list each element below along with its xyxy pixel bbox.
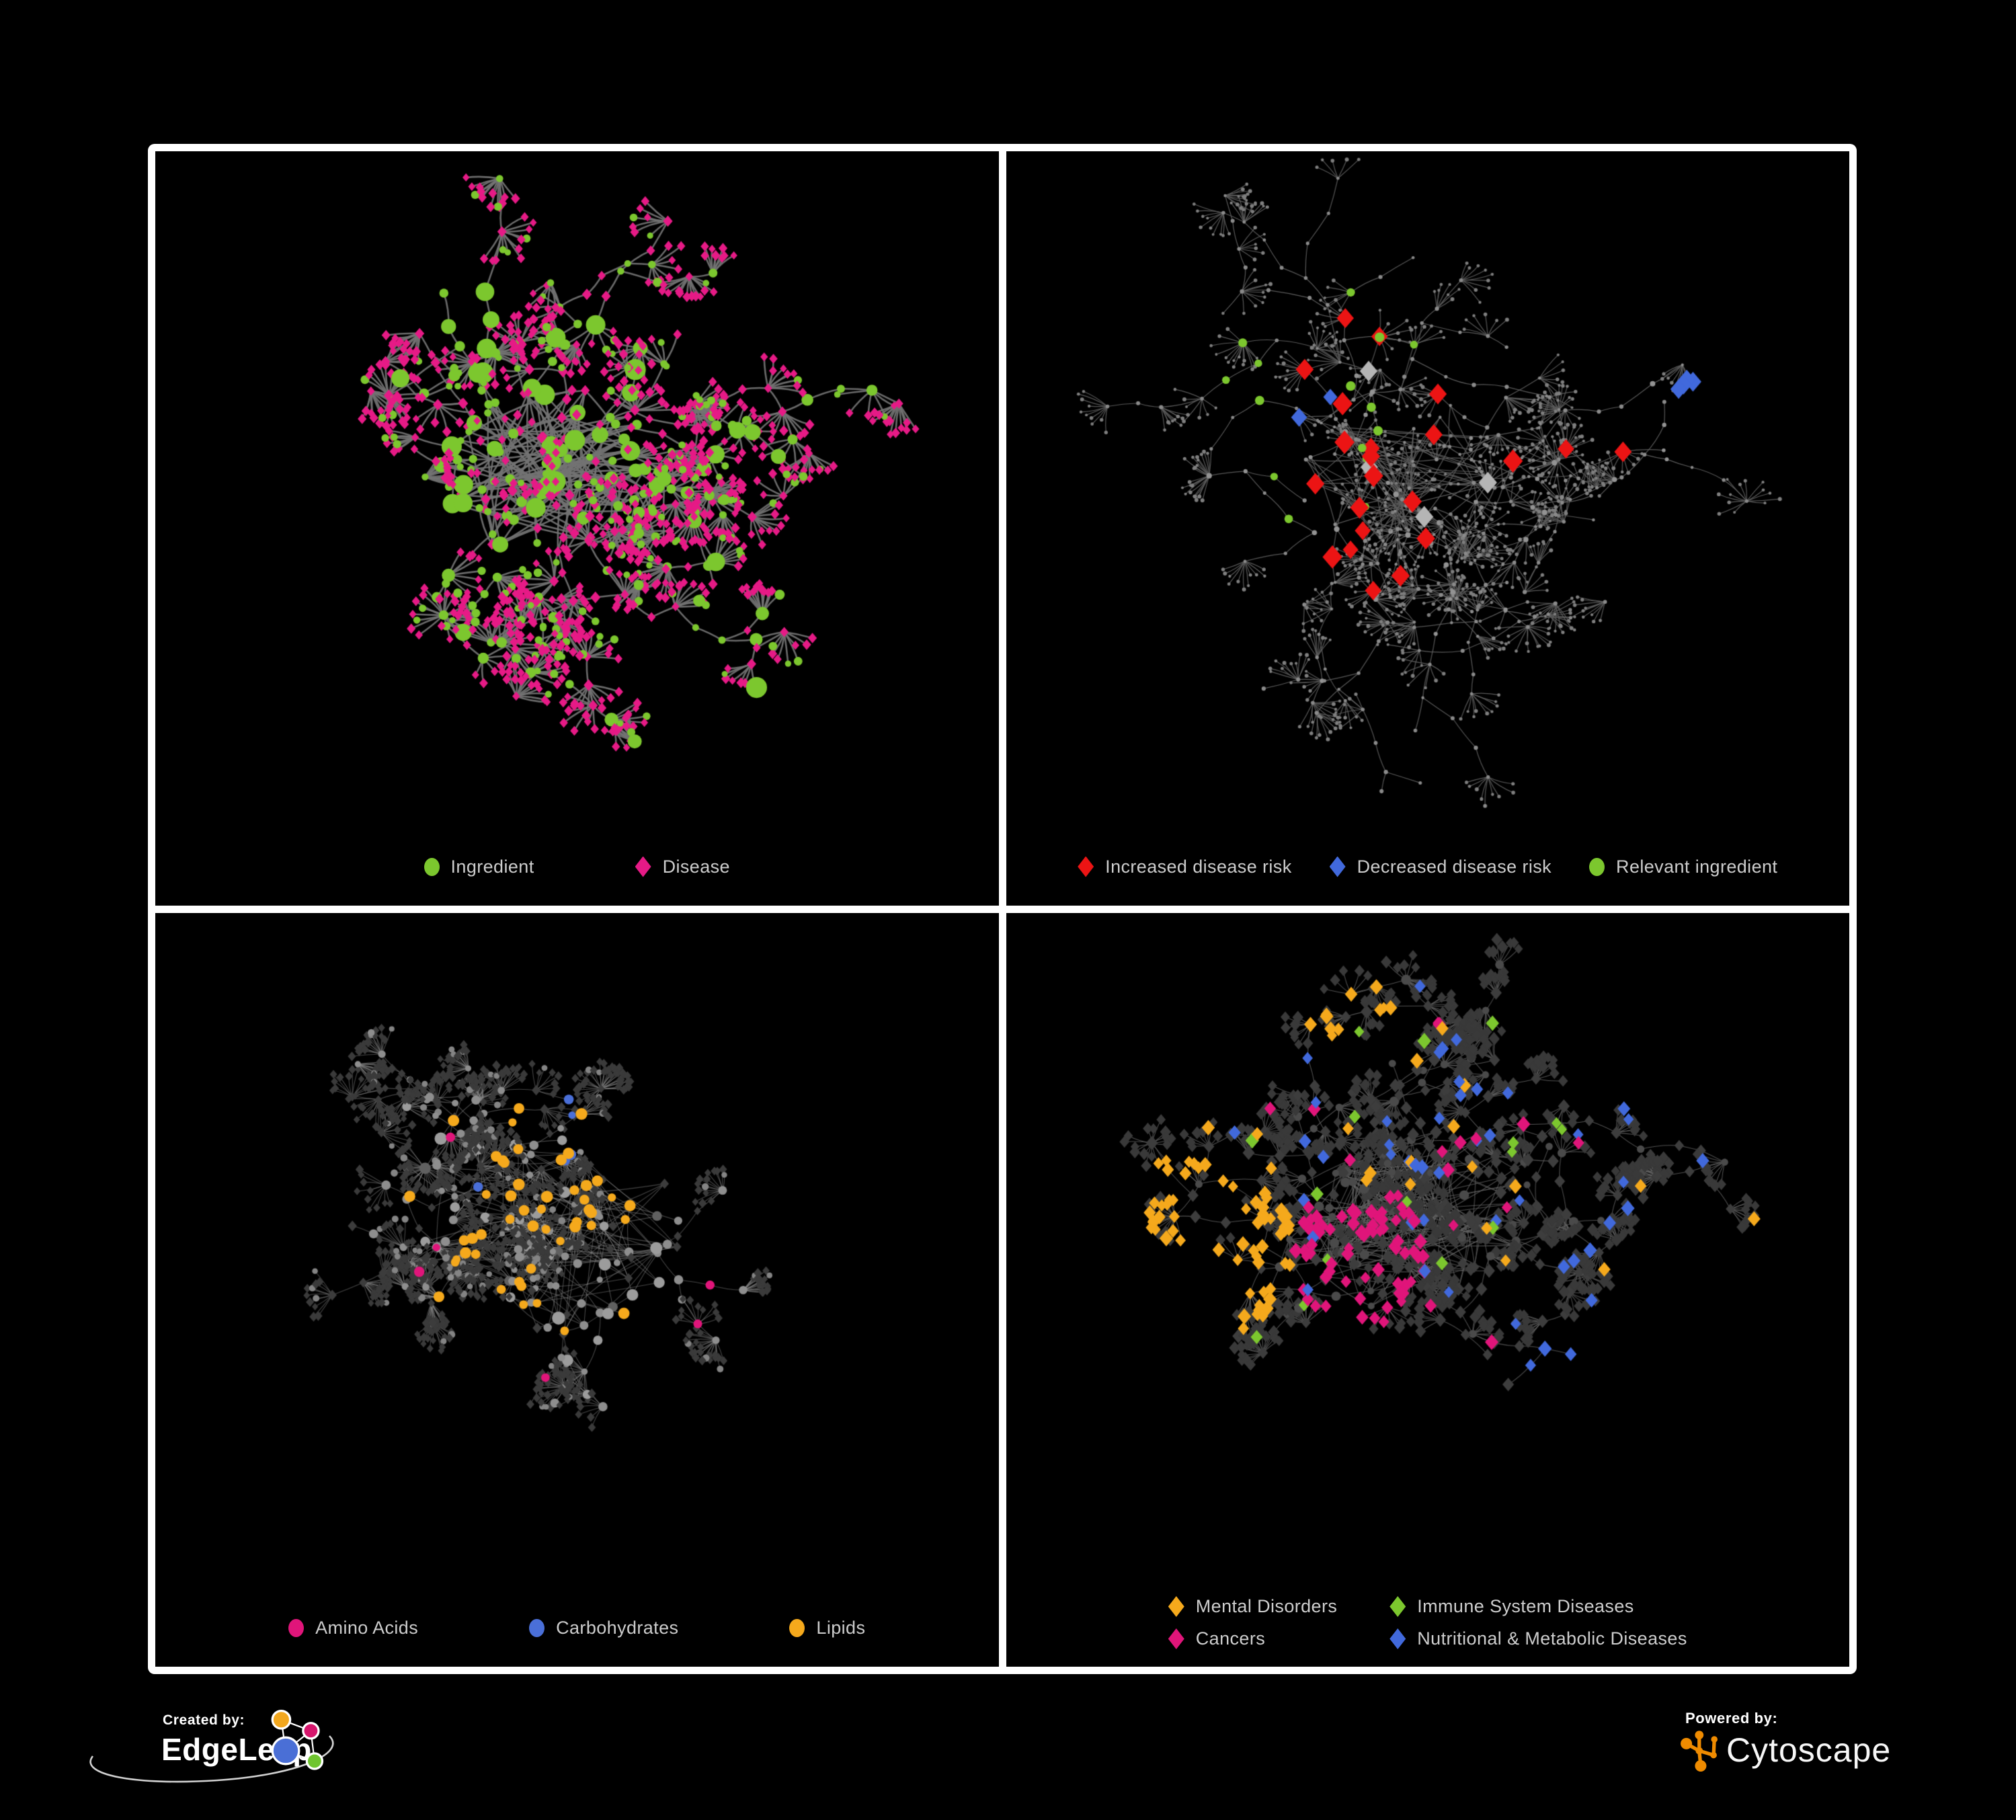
legend-item-immune-diseases: Immune System Diseases xyxy=(1389,1596,1687,1617)
nutritional-metabolic-diamond-icon xyxy=(1389,1628,1406,1649)
legend-item-decreased-risk: Decreased disease risk xyxy=(1329,856,1552,877)
legend-label-mental-disorders: Mental Disorders xyxy=(1195,1596,1338,1616)
cytoscape-logo-icon xyxy=(1681,1731,1718,1772)
legend-label-lipids: Lipids xyxy=(816,1618,866,1638)
legend-label-increased-risk: Increased disease risk xyxy=(1105,856,1292,877)
edgeleap-swoosh-graphic xyxy=(89,1735,334,1783)
lipids-circle-icon xyxy=(789,1619,805,1637)
legend-item-relevant-ingredient: Relevant ingredient xyxy=(1589,857,1777,877)
ingredient-circle-icon xyxy=(424,857,440,876)
powered-by-label: Powered by: xyxy=(1685,1710,1778,1727)
legend-label-amino-acids: Amino Acids xyxy=(315,1618,419,1638)
increased-risk-diamond-icon xyxy=(1078,856,1094,877)
legend-macronutrients: Amino Acids Carbohydrates Lipids xyxy=(155,1618,999,1638)
panel-macronutrients: Amino Acids Carbohydrates Lipids xyxy=(155,912,999,1667)
panel-disease-classes: Mental Disorders Immune System Diseases … xyxy=(1006,912,1850,1667)
legend-item-disease: Disease xyxy=(635,856,730,877)
legend-label-carbohydrates: Carbohydrates xyxy=(556,1618,679,1638)
legend-item-carbohydrates: Carbohydrates xyxy=(529,1618,678,1638)
legend-label-nutritional-metabolic: Nutritional & Metabolic Diseases xyxy=(1417,1628,1687,1649)
legend-item-nutritional-metabolic: Nutritional & Metabolic Diseases xyxy=(1389,1628,1687,1649)
disease-risk-network xyxy=(1006,151,1849,906)
legend-item-ingredient: Ingredient xyxy=(424,857,534,877)
disease-classes-network xyxy=(1006,912,1849,1667)
panel-disease-risk: Increased disease risk Decreased disease… xyxy=(1006,151,1850,906)
legend-disease-risk: Increased disease risk Decreased disease… xyxy=(1006,856,1850,877)
macronutrients-network xyxy=(155,912,999,1667)
legend-disease-classes: Mental Disorders Immune System Diseases … xyxy=(1006,1596,1850,1649)
carbohydrates-circle-icon xyxy=(529,1619,545,1637)
panel-ingredient-disease: Ingredient Disease xyxy=(155,151,999,906)
decreased-risk-diamond-icon xyxy=(1329,856,1346,877)
created-by-label: Created by: xyxy=(163,1712,245,1728)
cancers-diamond-icon xyxy=(1168,1628,1184,1649)
relevant-ingredient-circle-icon xyxy=(1589,857,1605,876)
immune-diseases-diamond-icon xyxy=(1389,1596,1406,1617)
legend-label-immune-diseases: Immune System Diseases xyxy=(1417,1596,1634,1616)
edgeleap-logo-icon xyxy=(271,1709,324,1770)
legend-ingredient-disease: Ingredient Disease xyxy=(155,856,999,877)
legend-label-decreased-risk: Decreased disease risk xyxy=(1357,856,1552,877)
legend-label-relevant-ingredient: Relevant ingredient xyxy=(1616,856,1778,877)
disease-diamond-icon xyxy=(635,856,651,877)
legend-item-amino-acids: Amino Acids xyxy=(288,1618,418,1638)
amino-acids-circle-icon xyxy=(288,1619,305,1637)
cytoscape-wordmark: Cytoscape xyxy=(1726,1731,1892,1769)
mental-disorders-diamond-icon xyxy=(1168,1596,1184,1617)
legend-item-mental-disorders: Mental Disorders xyxy=(1168,1596,1337,1617)
legend-item-increased-risk: Increased disease risk xyxy=(1078,856,1292,877)
legend-label-disease: Disease xyxy=(662,856,730,877)
ingredient-disease-network xyxy=(155,151,999,906)
network-grid: Ingredient Disease Increased disease ris… xyxy=(148,144,1857,1674)
legend-label-ingredient: Ingredient xyxy=(450,856,534,877)
legend-item-cancers: Cancers xyxy=(1168,1628,1337,1649)
legend-item-lipids: Lipids xyxy=(789,1618,865,1638)
legend-label-cancers: Cancers xyxy=(1195,1628,1266,1649)
